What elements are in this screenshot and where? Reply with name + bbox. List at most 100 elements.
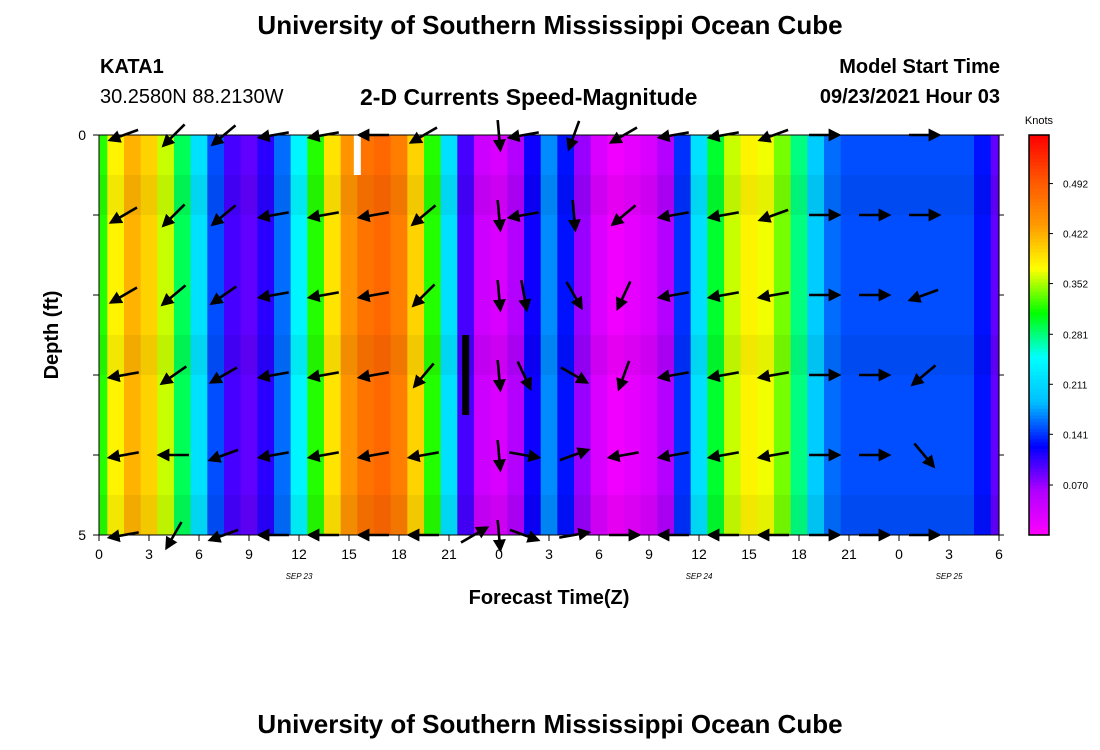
heat-cell [807,135,825,535]
colorbar-segment [1029,431,1049,436]
colorbar-segment [1029,161,1049,166]
current-vector [567,199,581,233]
heat-cell [857,135,875,535]
colorbar-segment [1029,221,1049,226]
colorbar-segment [1029,305,1049,309]
colorbar-segment [1029,461,1049,466]
colorbar-segment [1029,528,1049,533]
y-axis-label: Depth (ft) [41,291,63,380]
x-tick-label: 21 [441,546,457,562]
colorbar-segment [1029,145,1049,149]
colorbar-segment [1029,175,1049,179]
current-vector [756,449,789,463]
station-coordinates: 30.2580N 88.2130W [100,86,284,108]
current-vector [757,208,789,223]
colorbar-segment [1029,481,1049,486]
current-vector [560,366,590,384]
colorbar-segment [1029,331,1049,336]
current-vector [610,204,637,227]
page-title: University of Southern Mississippi Ocean… [257,10,843,40]
current-vector [492,439,506,473]
heat-cell [174,135,192,535]
colorbar-segment [1029,301,1049,306]
heat-cell [757,135,775,535]
colorbar-segment [1029,311,1049,316]
axis-layer: 0 3 6 9 12 15 18 21 0 3 6 9 12 15 18 21 0 3 6 SEP 23 SEP 24 S… [41,127,1004,609]
colorbar-segment [1029,451,1049,456]
heat-cell [190,135,208,535]
current-vector [565,281,583,311]
current-vector [492,359,506,393]
current-vector [306,449,339,463]
colorbar-tick-label: 0.422 [1063,230,1088,241]
x-tick-label: 3 [945,546,953,562]
colorbar-segment [1029,468,1049,473]
current-vector [907,288,939,303]
colorbar-segment [1029,295,1049,299]
heat-cell [257,135,275,535]
current-vector [606,449,639,463]
current-vector [356,449,389,463]
colorbar-segment [1029,378,1049,383]
colorbar-segment [1029,518,1049,523]
heat-cell [224,135,242,535]
current-vector [208,366,238,384]
current-vector [161,203,186,228]
heat-cell [574,135,592,535]
current-vector [106,449,139,463]
colorbar-segment [1029,195,1049,199]
date-label: SEP 24 [686,572,713,581]
colorbar-segment [1029,315,1049,319]
heat-cell [290,135,308,535]
colorbar-segment [1029,441,1049,446]
current-vector [913,442,936,469]
date-label: SEP 23 [286,572,313,581]
x-tick-label: 0 [495,546,503,562]
colorbar-tick-label: 0.281 [1063,330,1088,341]
colorbar-segment [1029,211,1049,216]
colorbar-segment [1029,421,1049,426]
footer-title: University of Southern Mississippi Ocean… [257,709,843,739]
colorbar-segment [1029,358,1049,363]
colorbar-segment [1029,448,1049,453]
marker-bar [462,335,470,415]
colorbar-segment [1029,495,1049,499]
heat-cell [440,135,458,535]
colorbar-segment [1029,225,1049,229]
colorbar-segment [1029,258,1049,263]
current-vector [106,369,139,383]
colorbar-segment [1029,168,1049,173]
heat-cell [674,135,692,535]
heat-cell [357,135,375,535]
heat-cell [524,135,542,535]
current-vector [207,448,239,463]
colorbar-segment [1029,368,1049,373]
colorbar-segment [1029,318,1049,323]
colorbar-segment [1029,281,1049,286]
colorbar-segment [1029,388,1049,393]
colorbar-segment [1029,345,1049,349]
heat-cell [207,135,225,535]
x-axis-label: Forecast Time(Z) [469,587,630,609]
heat-cell [974,135,992,535]
colorbar-segment [1029,465,1049,469]
x-tick-label: 6 [595,546,603,562]
current-vector [656,289,689,303]
x-tick-label: 12 [291,546,307,562]
current-vector [410,204,437,227]
current-vector [306,289,339,303]
colorbar-segment [1029,155,1049,159]
x-tick-label: 6 [195,546,203,562]
colorbar-segment [1029,398,1049,403]
colorbar-segment [1029,185,1049,189]
current-vector [412,362,435,389]
colorbar-segment [1029,181,1049,186]
heat-cell [124,135,142,535]
current-vector [516,360,532,391]
heat-cell [657,135,675,535]
colorbar-segment [1029,141,1049,146]
colorbar-segment [1029,248,1049,253]
colorbar-segment [1029,171,1049,176]
colorbar-segment [1029,455,1049,459]
x-tick-label: 21 [841,546,857,562]
